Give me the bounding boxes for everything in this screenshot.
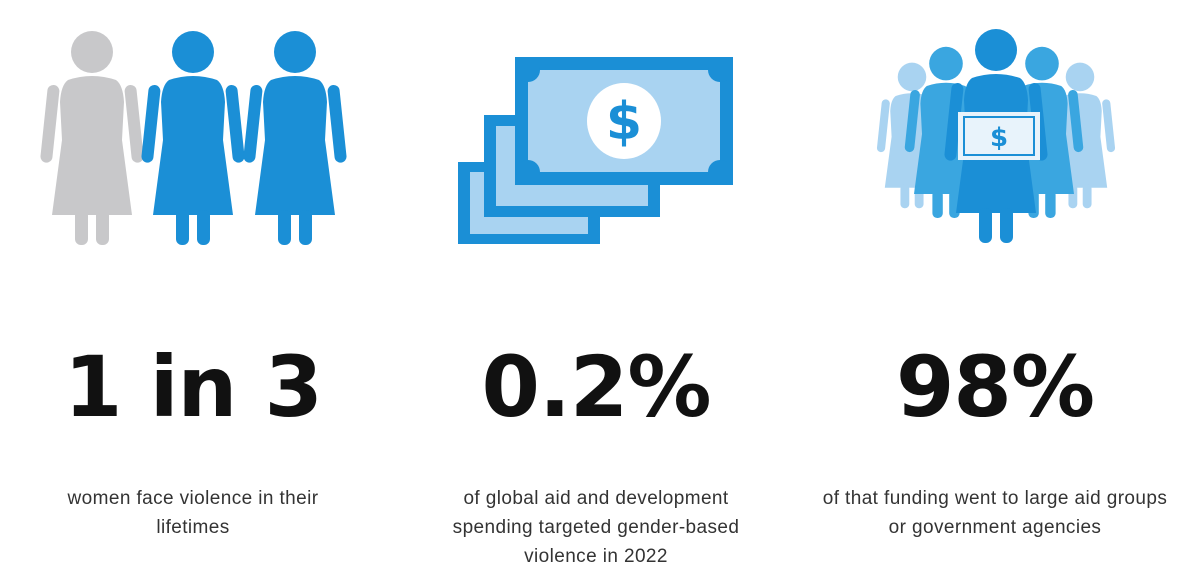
bill-corner xyxy=(708,58,732,82)
banner xyxy=(958,112,1040,160)
crowd-icon: $ xyxy=(876,29,1116,243)
stat-value: 0.2% xyxy=(481,338,712,436)
dollar-sign: $ xyxy=(606,92,642,152)
bill-corner xyxy=(708,160,732,184)
stat-value: 1 in 3 xyxy=(64,338,323,436)
stat-description: of global aid and development spending t… xyxy=(452,488,740,567)
stat-description: women face violence in their lifetimes xyxy=(67,488,319,538)
bill-corner xyxy=(516,160,540,184)
money-icon: $ xyxy=(458,57,733,244)
stat-value: 98% xyxy=(895,338,1095,436)
bill-coin xyxy=(587,83,661,159)
woman-icon-gray xyxy=(39,31,145,245)
stat-description: of that funding went to large aid groups… xyxy=(822,488,1168,538)
icons: $ $ xyxy=(39,29,1116,245)
woman-icon-blue xyxy=(242,31,348,245)
banner-border xyxy=(963,116,1035,156)
bill-corner xyxy=(516,58,540,82)
dollar-sign: $ xyxy=(990,123,1008,153)
woman-icon-blue xyxy=(140,31,246,245)
